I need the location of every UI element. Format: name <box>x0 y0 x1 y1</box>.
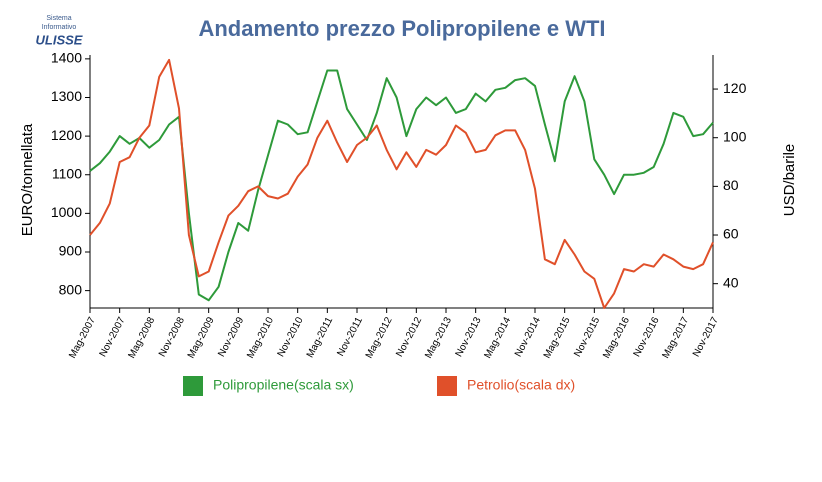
y-tick-label: 1200 <box>51 127 82 143</box>
legend-swatch <box>437 376 457 396</box>
y2-axis-label: USD/barile <box>781 144 798 217</box>
x-tick-label: Nov-2012 <box>394 315 424 359</box>
y2-tick-label: 80 <box>723 177 739 193</box>
y-axis-label: EURO/tonnellata <box>19 123 36 236</box>
x-tick-label: Mag-2014 <box>482 315 513 360</box>
x-tick-label: Nov-2015 <box>572 315 602 359</box>
x-tick-label: Mag-2016 <box>601 315 632 360</box>
x-tick-label: Mag-2012 <box>364 315 395 360</box>
legend-label: Petrolio(scala dx) <box>467 377 575 393</box>
y2-tick-label: 40 <box>723 274 739 290</box>
y-tick-label: 1000 <box>51 204 82 220</box>
y-tick-label: 800 <box>59 281 83 297</box>
series-line <box>89 58 714 309</box>
x-tick-label: Mag-2009 <box>186 315 217 360</box>
x-tick-label: Nov-2013 <box>454 315 484 359</box>
x-tick-label: Mag-2010 <box>245 315 276 360</box>
x-tick-label: Mag-2017 <box>660 315 691 360</box>
chart-title: Andamento prezzo Polipropilene e WTI <box>198 16 605 41</box>
x-tick-label: Nov-2016 <box>632 315 662 359</box>
x-tick-label: Mag-2015 <box>542 315 573 360</box>
y2-tick-label: 120 <box>723 80 747 96</box>
x-tick-label: Mag-2011 <box>305 315 336 360</box>
y2-tick-label: 100 <box>723 128 747 144</box>
x-tick-label: Nov-2010 <box>276 315 306 359</box>
x-tick-label: Mag-2013 <box>423 315 454 360</box>
y-tick-label: 1400 <box>51 50 82 66</box>
y-tick-label: 1300 <box>51 88 82 104</box>
x-tick-label: Mag-2008 <box>126 315 157 360</box>
x-tick-label: Nov-2011 <box>335 315 365 358</box>
x-tick-label: Nov-2009 <box>216 315 246 359</box>
logo-line: Informativo <box>42 24 77 31</box>
x-tick-label: Nov-2008 <box>157 315 187 359</box>
y-tick-label: 1100 <box>52 165 82 181</box>
x-tick-label: Mag-2007 <box>67 315 98 360</box>
logo-line: Sistema <box>46 15 71 22</box>
x-tick-label: Nov-2014 <box>513 315 543 359</box>
y2-tick-label: 60 <box>723 226 739 242</box>
y-tick-label: 900 <box>59 243 83 259</box>
x-tick-label: Nov-2007 <box>98 315 128 359</box>
series-line <box>89 69 714 302</box>
legend-label: Polipropilene(scala sx) <box>213 377 354 393</box>
logo-name: ULISSE <box>36 32 83 47</box>
legend-swatch <box>183 376 203 396</box>
x-tick-label: Nov-2017 <box>691 315 721 359</box>
